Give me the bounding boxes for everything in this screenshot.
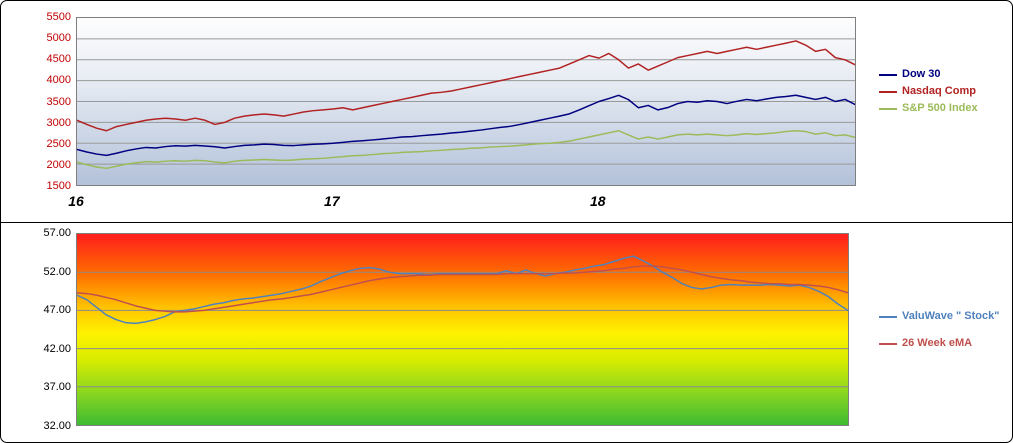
x-tick-label: 16: [68, 193, 84, 209]
y-tick-label: 2000: [46, 158, 71, 171]
panel-divider: [1, 222, 1012, 223]
legend-entry-26-week-ema: 26 Week eMA: [879, 336, 999, 351]
legend-label: Dow 30: [902, 68, 941, 80]
y-tick-label: 52.00: [43, 265, 71, 278]
y-tick-label: 42.00: [43, 342, 71, 355]
y-tick-label: 4500: [46, 53, 71, 66]
legend-line-swatch: [879, 315, 897, 318]
y-tick-label: 47.00: [43, 304, 71, 317]
legend-line-swatch: [879, 90, 897, 93]
legend-line-swatch: [879, 73, 897, 76]
y-tick-label: 3000: [46, 116, 71, 129]
y-tick-label: 2500: [46, 137, 71, 150]
series-line-s-p-500-index: [77, 130, 855, 170]
legend-entry-dow-30: Dow 30: [879, 67, 978, 82]
legend-label: ValuWave " Stock": [902, 310, 1000, 322]
legend-entry-valuwave-stock: ValuWave " Stock": [879, 309, 999, 324]
y-tick-label: 57.00: [43, 227, 71, 239]
y-tick-label: 4000: [46, 74, 71, 87]
valuwave-chart-canvas: [77, 255, 848, 388]
y-tick-label: 5000: [46, 32, 71, 45]
index-chart-canvas: [77, 38, 855, 170]
legend-label: S&P 500 Index: [902, 102, 978, 114]
legend-entry-s-p-500-index: S&P 500 Index: [879, 101, 978, 116]
index-chart-plot-area: [76, 17, 856, 186]
y-tick-label: 32.00: [43, 420, 71, 432]
y-tick-label: 5500: [46, 11, 71, 23]
legend-line-swatch: [879, 342, 897, 345]
legend-label: Nasdaq Comp: [902, 85, 976, 97]
valuwave-chart-legend: ValuWave " Stock" 26 Week eMA: [879, 309, 999, 363]
y-tick-label: 3500: [46, 95, 71, 108]
x-tick-label: 18: [590, 193, 606, 209]
y-tick-label: 1500: [46, 180, 71, 192]
index-chart-legend: Dow 30 Nasdaq Comp S&P 500 Index: [879, 67, 978, 118]
series-line-nasdaq-comp: [77, 40, 855, 132]
legend-line-swatch: [879, 107, 897, 110]
valuwave-chart-plot-area: [76, 233, 849, 426]
series-line-dow-30: [77, 94, 855, 157]
x-tick-label: 17: [324, 193, 340, 209]
legend-label: 26 Week eMA: [902, 337, 973, 349]
legend-entry-nasdaq-comp: Nasdaq Comp: [879, 84, 978, 99]
series-line-26-week-ema: [77, 265, 848, 313]
y-tick-label: 37.00: [43, 381, 71, 394]
series-line-valuwave-stock: [77, 255, 848, 325]
